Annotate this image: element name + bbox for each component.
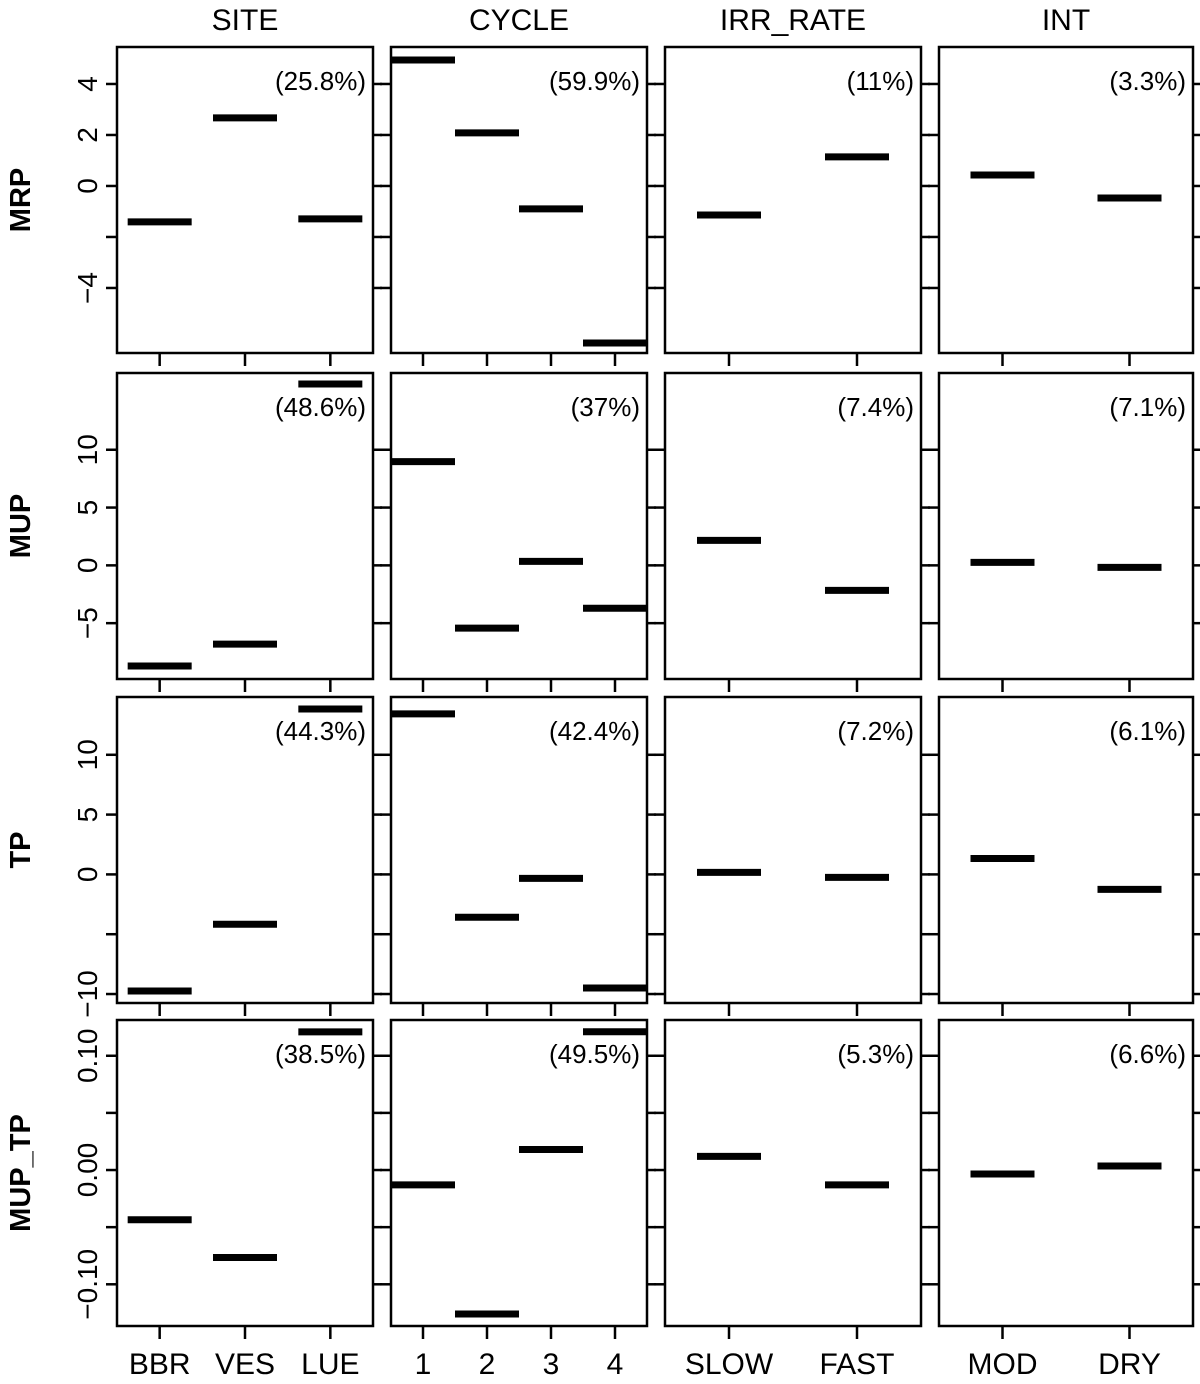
x-tick-label: BBR	[129, 1348, 191, 1381]
y-tick-label: 2	[72, 127, 103, 143]
annotation: (37%)	[571, 392, 640, 422]
x-tick-label: MOD	[968, 1348, 1038, 1381]
annotation: (7.1%)	[1109, 392, 1186, 422]
x-tick-label: 2	[479, 1348, 496, 1381]
y-tick-label: −5	[72, 607, 103, 639]
panel-frame	[937, 45, 1195, 355]
annotation: (7.4%)	[837, 392, 914, 422]
y-tick-label: 5	[72, 807, 103, 823]
annotation: (5.3%)	[837, 1039, 914, 1069]
x-tick-label: 3	[543, 1348, 560, 1381]
column-title: SITE	[212, 4, 279, 37]
y-tick-label: 4	[72, 76, 103, 92]
row-label: MUP	[5, 494, 37, 558]
y-tick-label: 0.10	[72, 1029, 103, 1084]
panel-frame	[937, 695, 1195, 1005]
x-tick-label: DRY	[1098, 1348, 1161, 1381]
x-tick-label: VES	[215, 1348, 275, 1381]
panel-frame	[389, 695, 649, 1005]
annotation: (6.6%)	[1109, 1039, 1186, 1069]
panel-frame	[389, 45, 649, 355]
row-label: MUP_TP	[5, 1114, 37, 1232]
y-tick-label: 0	[72, 867, 103, 883]
panel-frame	[937, 1018, 1195, 1328]
y-tick-label: −0.10	[72, 1249, 103, 1320]
x-tick-label: SLOW	[685, 1348, 774, 1381]
y-tick-label: 0	[72, 178, 103, 194]
panel-frame	[389, 371, 649, 681]
x-tick-label: LUE	[301, 1348, 359, 1381]
panel-frame	[663, 371, 923, 681]
annotation: (42.4%)	[549, 716, 640, 746]
row-label: MRP	[5, 168, 37, 232]
y-tick-label: 10	[72, 434, 103, 465]
row-label: TP	[5, 831, 37, 868]
column-title: CYCLE	[469, 4, 569, 37]
y-tick-label: 5	[72, 500, 103, 516]
panel-frame	[937, 371, 1195, 681]
x-tick-label: 4	[607, 1348, 624, 1381]
annotation: (49.5%)	[549, 1039, 640, 1069]
annotation: (11%)	[847, 66, 914, 96]
x-tick-label: FAST	[819, 1348, 894, 1381]
x-tick-label: 1	[415, 1348, 432, 1381]
annotation: (6.1%)	[1109, 716, 1186, 746]
annotation: (7.2%)	[837, 716, 914, 746]
y-tick-label: −10	[72, 970, 103, 1018]
panel-frame	[663, 1018, 923, 1328]
annotation: (3.3%)	[1109, 66, 1186, 96]
annotation: (59.9%)	[549, 66, 640, 96]
column-title: IRR_RATE	[720, 4, 866, 37]
y-tick-label: 10	[72, 739, 103, 770]
annotation: (44.3%)	[275, 716, 366, 746]
column-title: INT	[1042, 4, 1090, 37]
y-tick-label: 0	[72, 558, 103, 574]
y-tick-label: −4	[72, 272, 103, 304]
annotation: (38.5%)	[275, 1039, 366, 1069]
panel-frame	[389, 1018, 649, 1328]
annotation: (48.6%)	[275, 392, 366, 422]
y-tick-label: 0.00	[72, 1143, 103, 1198]
panel-frame	[663, 695, 923, 1005]
annotation: (25.8%)	[275, 66, 366, 96]
panel-frame	[663, 45, 923, 355]
